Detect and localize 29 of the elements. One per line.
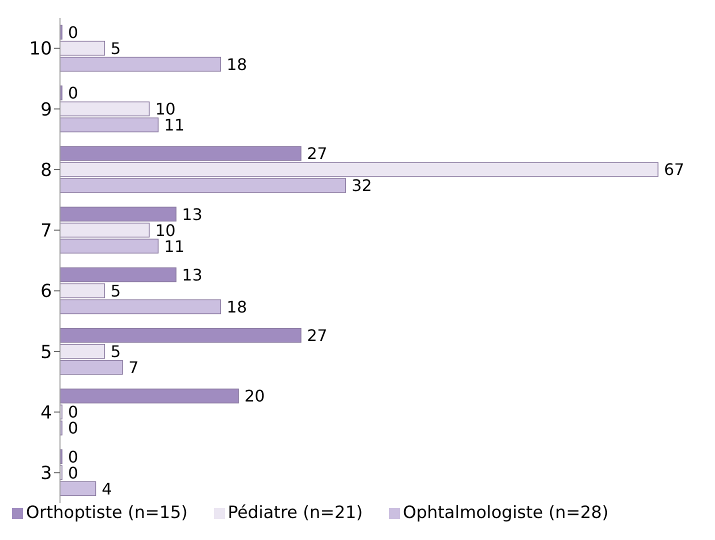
y-tick-label: 9 [40, 99, 52, 120]
legend-label: Orthoptiste (n=15) [26, 503, 188, 523]
data-label: 27 [306, 326, 328, 345]
data-label: 4 [102, 479, 112, 498]
legend-label: Ophtalmologiste (n=28) [402, 503, 608, 523]
data-label: 5 [110, 342, 121, 361]
y-tick-label: 4 [40, 402, 52, 424]
y-tick-label: 8 [40, 160, 52, 181]
data-label: 20 [244, 386, 265, 406]
y-tick-label: 7 [40, 220, 52, 242]
y-tick-label: 6 [40, 281, 52, 302]
data-label: 13 [182, 265, 202, 284]
data-label: 0 [68, 84, 78, 102]
y-tick-label: 3 [40, 463, 52, 484]
data-label: 32 [352, 176, 372, 196]
data-label: 5 [110, 281, 121, 300]
data-label: 67 [664, 160, 684, 180]
y-tick-label: 5 [40, 342, 52, 363]
data-label: 7 [128, 358, 139, 377]
y-tick-label: 10 [29, 38, 52, 60]
data-label: 5 [110, 38, 121, 58]
data-label: 13 [182, 204, 202, 224]
legend-label: Pédiatre (n=21) [228, 503, 363, 523]
data-label: 18 [226, 297, 248, 316]
data-label: 18 [226, 54, 248, 74]
data-label: 0 [68, 22, 78, 42]
data-label: 10 [155, 100, 176, 118]
data-label: 11 [164, 116, 185, 134]
data-label: 27 [306, 144, 328, 164]
